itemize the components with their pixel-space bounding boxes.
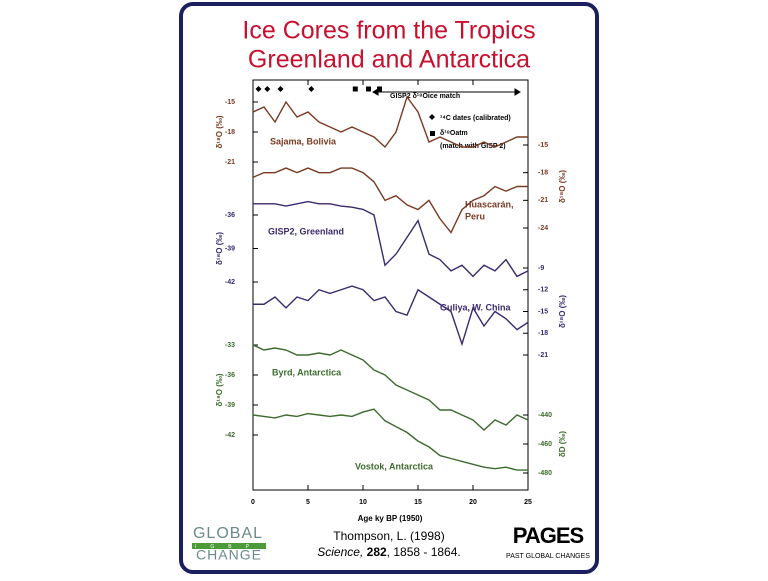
c14-date — [308, 86, 315, 92]
x-tick-label: 20 — [469, 499, 477, 506]
y-tick-label: -18 — [225, 129, 235, 136]
y-axis-label: δ¹⁸O (‰) — [215, 232, 224, 265]
y-tick-label: -480 — [538, 470, 552, 477]
series-name: Huascarán, — [465, 199, 514, 209]
y-tick-label: -24 — [538, 225, 548, 232]
series-line — [252, 167, 528, 234]
citation: Thompson, L. (1998) — [333, 529, 444, 543]
y-axis-label: δ¹⁸O (‰) — [215, 373, 224, 406]
y-tick-label: -33 — [225, 342, 235, 349]
x-axis-label: Age ky BP (1950) — [358, 514, 423, 523]
y-tick-label: -12 — [538, 287, 548, 294]
y-tick-label: -15 — [538, 142, 548, 149]
y-axis-label: δ¹⁸O (‰) — [215, 115, 224, 148]
y-tick-label: -18 — [538, 170, 548, 177]
plot-frame — [252, 79, 529, 491]
x-tick-label: 10 — [359, 499, 367, 506]
y-tick-label: -460 — [538, 441, 552, 448]
journal: Science, — [317, 545, 363, 559]
match-arrow — [372, 88, 521, 96]
o18atm-date — [352, 86, 358, 92]
logo-right-title: PAGES — [513, 523, 584, 548]
series-line — [252, 408, 528, 471]
logo-left-subtitle: CHANGE — [196, 547, 262, 563]
y-tick-label: -42 — [225, 279, 235, 286]
series-name: GISP2, Greenland — [268, 226, 344, 236]
y-tick-label: -42 — [225, 432, 235, 439]
logo-band — [192, 543, 266, 549]
c14-date — [277, 86, 284, 92]
match-label: GISP2 δ¹⁸Oice match — [390, 93, 460, 100]
y-tick-label: -36 — [225, 372, 235, 379]
y-tick-label: -21 — [225, 159, 235, 166]
series-line — [253, 200, 529, 278]
y-axis-label: δ¹⁸O (‰) — [558, 170, 567, 203]
x-tick-label: 25 — [524, 499, 532, 506]
slide-frame — [179, 2, 599, 574]
x-tick-label: 0 — [251, 499, 255, 506]
title-line: Ice Cores from the Tropics — [242, 17, 535, 45]
title-line: Greenland and Antarctica — [248, 46, 530, 74]
series-name: Peru — [465, 211, 485, 221]
y-tick-label: -440 — [538, 412, 552, 419]
series-line — [253, 285, 529, 347]
y-tick-label: -21 — [538, 197, 548, 204]
logo-left-band: IGBP — [195, 544, 263, 550]
legend-square — [430, 131, 435, 136]
c14-date — [255, 86, 262, 92]
y-tick-label: -18 — [538, 330, 548, 337]
c14-date — [264, 86, 271, 92]
series-name: Vostok, Antarctica — [355, 461, 434, 471]
y-axis-label: δ¹⁸O (‰) — [558, 295, 567, 328]
y-tick-label: -36 — [225, 212, 235, 219]
x-tick-label: 15 — [414, 499, 422, 506]
logo-right-subtitle: PAST GLOBAL CHANGES — [506, 553, 590, 560]
x-tick-label: 5 — [306, 499, 310, 506]
y-tick-label: -15 — [538, 308, 548, 315]
volume: 282 — [367, 545, 387, 559]
legend-text: ¹⁴C dates (calibrated) — [440, 115, 511, 122]
legend-text: δ¹⁸Oatm — [440, 130, 468, 137]
legend-diamond — [429, 114, 435, 120]
o18atm-date — [366, 86, 371, 92]
series-name: Sajama, Bolivia — [270, 136, 337, 146]
series-name: Byrd, Antarctica — [272, 367, 342, 377]
series-line — [252, 95, 528, 149]
y-tick-label: -9 — [538, 265, 544, 272]
y-axis-label: δD (‰) — [558, 431, 567, 458]
logo-left-title: GLOBAL — [193, 525, 263, 542]
y-tick-label: -15 — [225, 99, 235, 106]
y-tick-label: -39 — [225, 402, 235, 409]
y-tick-label: -39 — [225, 245, 235, 252]
series-line — [252, 344, 529, 431]
citation-ref: Science, 282, 1858 - 1864. — [317, 545, 460, 559]
pages: , 1858 - 1864. — [387, 545, 461, 559]
y-tick-label: -21 — [538, 352, 548, 359]
o18atm-date — [377, 86, 382, 92]
series-name: Guliya, W. China — [440, 302, 512, 312]
